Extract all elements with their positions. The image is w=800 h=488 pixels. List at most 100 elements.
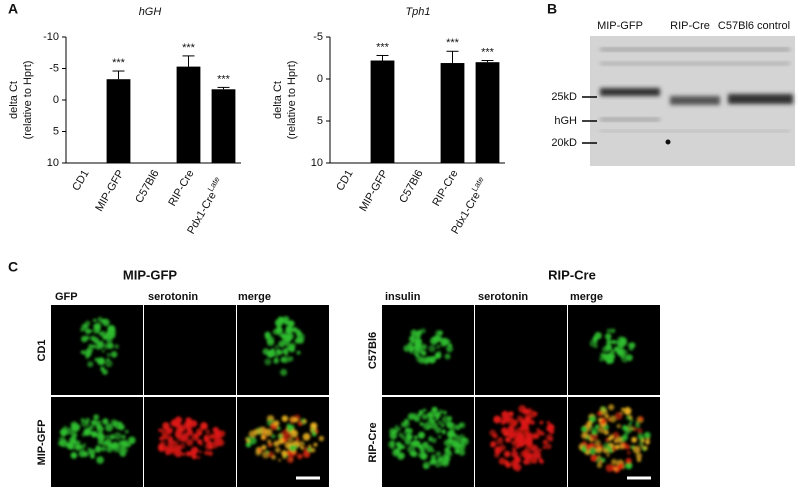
signal-dot [511,440,517,446]
signal-dot [95,423,102,430]
signal-dot [174,422,180,428]
signal-dot [610,349,615,354]
signal-dot [105,359,113,368]
signal-dot [302,432,311,441]
signal-dot [547,423,554,431]
signal-dot [207,451,213,457]
signal-dot [80,327,85,332]
signal-dot [80,350,85,355]
signal-dot [431,406,438,413]
signal-dot [186,438,194,447]
signal-dot [172,440,179,447]
signal-dot [58,440,64,447]
signal-dot [417,443,423,450]
bar [370,60,395,163]
signal-dot [204,450,209,456]
signal-dot [110,419,118,427]
signal-dot [595,446,603,454]
signal-dot [109,434,115,440]
signal-dot [621,424,628,431]
signal-dot [210,433,215,439]
signal-dot [185,451,191,457]
signal-dot [410,341,415,345]
signal-dot [274,357,279,362]
signal-dot [546,420,550,425]
signal-dot [627,451,631,455]
signal-dot [101,330,106,335]
signal-dot [296,350,301,355]
signal-dot [513,436,519,442]
signal-dot [501,421,506,425]
row-label: RIP-Cre [367,422,379,462]
signal-dot [158,443,164,449]
micrograph-signal [262,315,305,376]
signal-dot [97,433,106,442]
signal-dot [83,443,87,447]
signal-dot [412,345,421,353]
signal-dot [128,436,136,445]
signal-dot [604,333,612,340]
x-tick-label: CD1 [70,168,91,193]
signal-dot [523,431,530,438]
signal-dot [614,412,623,420]
signal-dot [267,439,272,444]
signal-dot [440,423,445,428]
signal-dot [158,428,162,432]
signal-dot [107,342,114,349]
signal-dot [447,422,452,427]
signal-dot [611,446,617,452]
x-tick-label: C57Bl6 [397,168,425,205]
signal-dot [511,446,517,452]
signal-dot [68,436,76,444]
signal-dot [431,449,435,453]
signal-dot [444,353,451,360]
signal-dot [525,437,533,446]
signal-dot [431,437,437,444]
signal-dot [417,431,426,439]
signal-dot [635,452,642,459]
signal-dot [429,436,433,440]
signal-dot [273,440,280,447]
signal-dot [549,429,555,435]
signal-dot [389,428,397,435]
panel-label: C [8,259,18,275]
signal-dot [527,452,535,460]
signal-dot [458,422,464,428]
signal-dot [412,439,419,446]
signal-dot [181,452,186,456]
signal-dot [117,425,121,430]
signal-dot [266,450,270,454]
signal-dot [198,450,203,454]
signal-dot [286,450,292,456]
signal-dot [427,425,431,429]
y-tick-label: -10 [43,31,59,43]
signal-dot [589,432,598,441]
signal-dot [88,329,93,333]
signal-dot [273,420,280,427]
row-label: MIP-GFP [36,420,48,466]
signal-dot [114,344,119,349]
signal-dot [282,315,290,323]
x-tick-label: MIP-GFP [357,168,390,214]
column-header: serotonin [148,291,198,303]
signal-dot [90,335,96,342]
signal-dot [90,454,95,459]
signal-dot [60,428,68,437]
signal-dot [303,450,311,458]
signal-dot [100,366,105,371]
signal-dot [270,348,276,353]
column-header: merge [570,291,603,303]
signal-dot [389,440,396,446]
signal-dot [545,434,553,441]
signal-dot [80,335,88,343]
signal-dot [539,421,543,425]
signal-dot [505,437,511,443]
y-tick-label: 5 [317,115,323,127]
lane-label: MIP-GFP [597,20,643,32]
signal-dot [528,432,533,436]
signal-dot [186,420,192,425]
signal-dot [511,450,519,458]
signal-dot [581,446,586,452]
signal-dot [308,444,312,448]
signal-dot [600,409,608,417]
